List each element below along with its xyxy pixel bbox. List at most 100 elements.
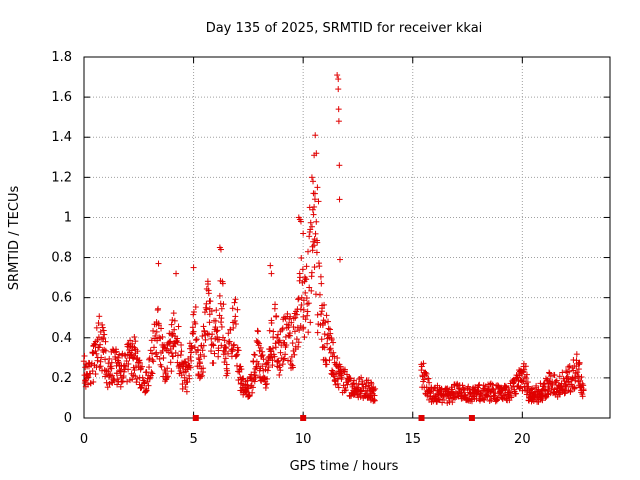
- data-point: [148, 337, 155, 344]
- data-point: [323, 312, 330, 319]
- data-point: [551, 372, 558, 379]
- data-point: [313, 218, 320, 225]
- data-point: [343, 371, 350, 378]
- data-point: [311, 190, 318, 197]
- data-point: [170, 353, 177, 360]
- data-point: [421, 376, 428, 383]
- data-point: [218, 342, 225, 349]
- data-point: [254, 339, 261, 346]
- data-point: [336, 196, 343, 203]
- data-point: [266, 327, 273, 334]
- data-point: [500, 392, 507, 399]
- data-point: [523, 371, 530, 378]
- data-point: [574, 373, 581, 380]
- data-point: [134, 375, 141, 382]
- data-point: [217, 300, 224, 307]
- data-point: [334, 355, 341, 362]
- data-point: [314, 184, 321, 191]
- data-point: [488, 396, 495, 403]
- data-point: [96, 344, 103, 351]
- data-point: [246, 393, 253, 400]
- data-point: [323, 357, 330, 364]
- data-point: [225, 330, 232, 337]
- data-point: [338, 374, 345, 381]
- data-point: [313, 249, 320, 256]
- data-point: [207, 298, 214, 305]
- data-point: [336, 162, 343, 169]
- data-point: [139, 363, 146, 370]
- data-point: [259, 352, 266, 359]
- data-point: [203, 306, 210, 313]
- data-point: [535, 386, 542, 393]
- data-point: [579, 393, 586, 400]
- data-point: [142, 388, 149, 395]
- data-point: [292, 314, 299, 321]
- data-point: [208, 308, 215, 315]
- data-point: [137, 359, 144, 366]
- data-point: [203, 300, 210, 307]
- plot-frame: [83, 56, 611, 419]
- x-tick-label: 0: [80, 432, 88, 447]
- data-point: [306, 204, 313, 211]
- data-point: [159, 333, 166, 340]
- data-point: [562, 389, 569, 396]
- data-point: [579, 380, 586, 387]
- data-point: [165, 349, 172, 356]
- data-point: [131, 334, 138, 341]
- data-point: [444, 385, 451, 392]
- data-point: [146, 364, 153, 371]
- data-point: [264, 367, 271, 374]
- data-point: [423, 370, 430, 377]
- data-point: [293, 336, 300, 343]
- data-point: [191, 344, 198, 351]
- data-point: [102, 338, 109, 345]
- x-tick-label: 20: [514, 432, 531, 447]
- data-point: [234, 344, 241, 351]
- data-point: [218, 305, 225, 312]
- data-point: [325, 325, 332, 332]
- y-tick-label: 1.4: [51, 130, 72, 145]
- data-point: [184, 379, 191, 386]
- data-point: [102, 356, 109, 363]
- data-point: [81, 380, 88, 387]
- data-point: [350, 380, 357, 387]
- data-point: [422, 369, 429, 376]
- data-point: [481, 396, 488, 403]
- data-point: [271, 305, 278, 312]
- data-point: [104, 384, 111, 391]
- data-point: [162, 369, 169, 376]
- data-point: [334, 380, 341, 387]
- data-point: [231, 299, 238, 306]
- data-point: [299, 266, 306, 273]
- data-point: [117, 383, 124, 390]
- data-point: [499, 396, 506, 403]
- data-point: [98, 336, 105, 343]
- data-point: [168, 368, 175, 375]
- data-point: [323, 361, 330, 368]
- data-point: [154, 337, 161, 344]
- data-point: [183, 388, 190, 395]
- data-point: [264, 375, 271, 382]
- data-point: [114, 381, 121, 388]
- data-point: [522, 363, 529, 370]
- data-point: [321, 331, 328, 338]
- data-point: [178, 348, 185, 355]
- data-point: [149, 370, 156, 377]
- data-point: [314, 329, 321, 336]
- data-point: [212, 324, 219, 331]
- data-point: [164, 365, 171, 372]
- data-point: [302, 289, 309, 296]
- data-point: [218, 323, 225, 330]
- data-point: [206, 319, 213, 326]
- data-point: [93, 324, 100, 331]
- data-point: [311, 264, 318, 271]
- y-axis-label: SRMTID / TECUs: [7, 186, 22, 291]
- data-point: [358, 374, 365, 381]
- data-point: [288, 361, 295, 368]
- data-point: [92, 371, 99, 378]
- data-point: [190, 308, 197, 315]
- data-point: [357, 393, 364, 400]
- data-point: [127, 337, 134, 344]
- data-point: [327, 330, 334, 337]
- data-point: [220, 301, 227, 308]
